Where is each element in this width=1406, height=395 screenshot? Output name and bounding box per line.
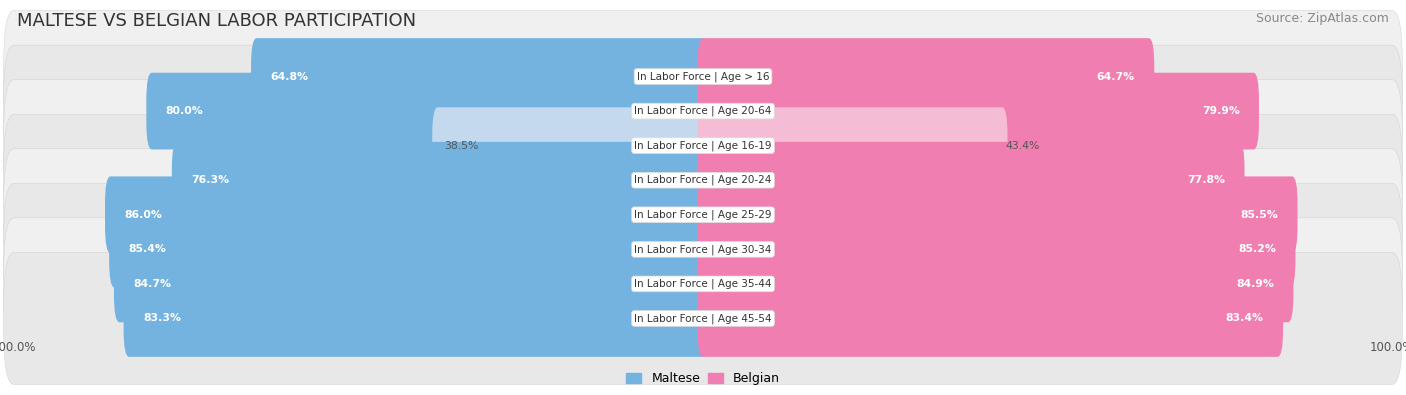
FancyBboxPatch shape [4,218,1402,350]
FancyBboxPatch shape [114,246,709,322]
FancyBboxPatch shape [110,211,709,288]
FancyBboxPatch shape [697,280,1284,357]
FancyBboxPatch shape [4,11,1402,143]
FancyBboxPatch shape [697,246,1294,322]
Text: 38.5%: 38.5% [444,141,479,150]
Text: In Labor Force | Age 45-54: In Labor Force | Age 45-54 [634,313,772,324]
Text: 86.0%: 86.0% [124,210,162,220]
Text: In Labor Force | Age 25-29: In Labor Force | Age 25-29 [634,209,772,220]
Text: Source: ZipAtlas.com: Source: ZipAtlas.com [1256,12,1389,25]
FancyBboxPatch shape [697,211,1295,288]
Text: In Labor Force | Age 35-44: In Labor Force | Age 35-44 [634,278,772,289]
Text: 85.5%: 85.5% [1240,210,1278,220]
Text: In Labor Force | Age 20-64: In Labor Force | Age 20-64 [634,106,772,117]
FancyBboxPatch shape [105,177,709,253]
Legend: Maltese, Belgian: Maltese, Belgian [621,367,785,390]
FancyBboxPatch shape [252,38,709,115]
FancyBboxPatch shape [697,107,1008,184]
Text: 80.0%: 80.0% [166,106,204,116]
Text: MALTESE VS BELGIAN LABOR PARTICIPATION: MALTESE VS BELGIAN LABOR PARTICIPATION [17,12,416,30]
Text: 85.4%: 85.4% [128,245,166,254]
FancyBboxPatch shape [4,183,1402,315]
Text: 64.7%: 64.7% [1097,71,1135,81]
Text: 43.4%: 43.4% [1005,141,1040,150]
Text: 83.4%: 83.4% [1226,314,1264,324]
Text: 77.8%: 77.8% [1187,175,1225,185]
FancyBboxPatch shape [432,107,709,184]
FancyBboxPatch shape [697,38,1154,115]
Text: 84.9%: 84.9% [1236,279,1274,289]
Text: 84.7%: 84.7% [134,279,172,289]
FancyBboxPatch shape [4,80,1402,212]
Text: 83.3%: 83.3% [143,314,181,324]
Text: 79.9%: 79.9% [1202,106,1240,116]
Text: In Labor Force | Age 20-24: In Labor Force | Age 20-24 [634,175,772,186]
Text: In Labor Force | Age 16-19: In Labor Force | Age 16-19 [634,140,772,151]
FancyBboxPatch shape [4,252,1402,384]
Text: 76.3%: 76.3% [191,175,229,185]
FancyBboxPatch shape [4,114,1402,246]
FancyBboxPatch shape [146,73,709,149]
FancyBboxPatch shape [172,142,709,218]
Text: In Labor Force | Age 30-34: In Labor Force | Age 30-34 [634,244,772,255]
Text: 85.2%: 85.2% [1239,245,1277,254]
FancyBboxPatch shape [124,280,709,357]
FancyBboxPatch shape [697,73,1258,149]
Text: In Labor Force | Age > 16: In Labor Force | Age > 16 [637,71,769,82]
FancyBboxPatch shape [697,177,1298,253]
FancyBboxPatch shape [4,149,1402,281]
FancyBboxPatch shape [697,142,1244,218]
Text: 64.8%: 64.8% [270,71,308,81]
FancyBboxPatch shape [4,45,1402,177]
